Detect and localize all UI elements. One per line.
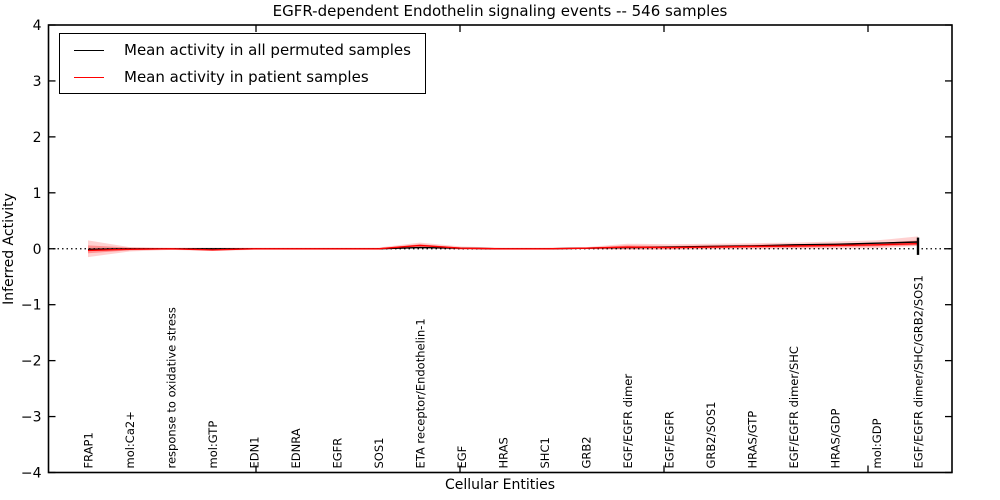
y-tick-label: 1 — [33, 186, 42, 202]
x-category-label: SOS1 — [372, 438, 386, 469]
y-tick-label: −3 — [21, 410, 42, 426]
legend-label-permuted: Mean activity in all permuted samples — [124, 41, 411, 59]
x-category-label: FRAP1 — [82, 432, 96, 468]
x-category-label: GRB2/SOS1 — [704, 402, 718, 469]
legend-line-sample-permuted — [74, 49, 104, 51]
legend-entry-permuted: Mean activity in all permuted samples — [74, 41, 411, 59]
x-category-label: EGF/EGFR dimer — [621, 374, 635, 469]
x-axis-label: Cellular Entities — [444, 477, 556, 493]
legend-label-patient: Mean activity in patient samples — [124, 68, 369, 86]
x-category-label: EDN1 — [248, 436, 262, 468]
x-category-label: SHC1 — [538, 437, 552, 468]
x-category-label: mol:Ca2+ — [123, 411, 137, 468]
x-category-label: mol:GDP — [870, 418, 884, 468]
x-category-label: GRB2 — [580, 436, 594, 468]
y-axis-label: Inferred Activity — [1, 193, 17, 305]
y-tick-label: 0 — [33, 242, 42, 258]
patient-mean-line — [87, 243, 919, 252]
y-tick-label: 3 — [33, 74, 42, 90]
y-tick-label: −1 — [21, 298, 42, 314]
patient-band-inner — [88, 240, 918, 254]
legend-line-sample-patient — [74, 76, 104, 78]
legend: Mean activity in all permuted samples Me… — [59, 33, 426, 94]
x-category-label: EDNRA — [289, 428, 303, 468]
y-tick-label: 2 — [33, 130, 42, 146]
y-tick-label: −2 — [21, 354, 42, 370]
x-category-label: HRAS/GDP — [829, 409, 843, 469]
x-category-label: EGF/EGFR — [663, 411, 677, 468]
x-category-label: mol:GTP — [206, 421, 220, 469]
x-category-label: HRAS — [497, 437, 511, 468]
x-category-label: response to oxidative stress — [165, 307, 179, 468]
chart-title: EGFR-dependent Endothelin signaling even… — [272, 2, 728, 20]
x-category-label: EGFR — [331, 438, 345, 469]
x-category-label: ETA receptor/Endothelin-1 — [414, 318, 428, 468]
x-category-label: HRAS/GTP — [746, 411, 760, 469]
y-tick-label: −4 — [21, 466, 42, 482]
y-tick-label: 4 — [33, 18, 42, 34]
x-category-label: EGF/EGFR dimer/SHC — [787, 346, 801, 468]
x-category-label: EGF — [455, 446, 469, 469]
x-category-label: EGF/EGFR dimer/SHC/GRB2/SOS1 — [912, 275, 926, 468]
legend-entry-patient: Mean activity in patient samples — [74, 68, 411, 86]
